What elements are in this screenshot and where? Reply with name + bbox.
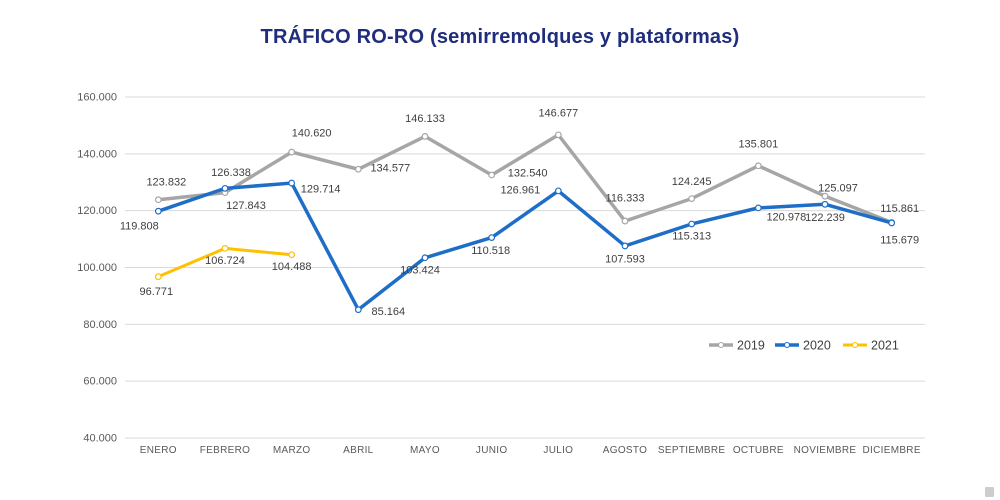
data-point-marker-2020 (621, 242, 629, 250)
data-label-2019: 132.540 (508, 168, 548, 180)
x-axis-tick-label: NOVIEMBRE (794, 445, 857, 456)
legend-marker-icon (717, 341, 725, 349)
y-axis-tick-label: 100.000 (77, 262, 117, 274)
series-line-2020 (156, 181, 894, 312)
data-label-2019: 125.097 (818, 183, 858, 195)
data-point-marker-2020 (421, 254, 429, 262)
data-point-marker-2021 (288, 251, 296, 259)
legend-label: 2020 (803, 339, 831, 353)
y-axis-tick-label: 80.000 (83, 319, 117, 331)
data-label-2019: 140.620 (292, 128, 332, 140)
resize-handle[interactable] (985, 487, 994, 497)
data-label-2019: 116.333 (606, 193, 645, 205)
data-label-2020: 107.593 (605, 253, 645, 265)
data-label-2019: 124.245 (672, 176, 712, 188)
x-axis-tick-label: JULIO (543, 445, 573, 456)
data-label-2020: 126.961 (500, 184, 540, 196)
data-point-marker-2020 (354, 306, 362, 314)
data-point-marker-2019 (754, 162, 762, 170)
data-label-2020: 127.843 (226, 200, 266, 212)
data-point-marker-2020 (888, 219, 896, 227)
data-label-2020: 115.679 (880, 234, 919, 246)
data-point-marker-2019 (688, 195, 696, 203)
data-label-2021: 106.724 (205, 255, 245, 267)
data-label-2020: 122.239 (805, 212, 845, 224)
y-axis-tick-label: 40.000 (83, 433, 117, 445)
y-axis-tick-label: 140.000 (77, 148, 117, 160)
x-axis-tick-label: FEBRERO (200, 445, 250, 456)
x-axis-tick-label: SEPTIEMBRE (658, 445, 725, 456)
data-label-2019: 126.338 (211, 167, 251, 179)
data-label-2020: 119.808 (120, 221, 159, 233)
data-point-marker-2021 (154, 273, 162, 281)
data-point-marker-2019 (554, 131, 562, 139)
data-point-marker-2020 (221, 184, 229, 192)
x-axis-tick-label: AGOSTO (603, 445, 647, 456)
data-label-2020: 103.424 (400, 264, 440, 276)
data-label-2020: 115.313 (672, 230, 711, 242)
legend-marker-icon (783, 341, 791, 349)
x-axis-tick-label: OCTUBRE (733, 445, 784, 456)
data-label-2019: 146.677 (538, 107, 578, 119)
y-axis-tick-label: 120.000 (77, 205, 117, 217)
legend-label: 2021 (871, 339, 899, 353)
data-label-2019: 134.577 (370, 163, 410, 175)
x-axis-tick-label: ABRIL (343, 445, 374, 456)
data-point-marker-2020 (554, 187, 562, 195)
data-point-marker-2019 (154, 196, 162, 204)
data-label-2020: 129.714 (301, 184, 341, 196)
y-axis-tick-label: 160.000 (77, 92, 117, 104)
data-label-2021: 104.488 (272, 261, 312, 273)
legend-marker-icon (851, 341, 859, 349)
legend-item-2021[interactable]: 2021 (843, 339, 899, 353)
x-axis-tick-label: JUNIO (476, 445, 508, 456)
data-point-marker-2019 (288, 148, 296, 156)
data-label-2021: 96.771 (140, 286, 174, 298)
series-line-2019 (156, 133, 894, 225)
data-point-marker-2019 (488, 171, 496, 179)
data-label-2020: 110.518 (471, 245, 510, 257)
legend-item-2019[interactable]: 2019 (709, 339, 765, 353)
data-point-marker-2019 (354, 165, 362, 173)
data-point-marker-2020 (821, 200, 829, 208)
x-axis-tick-label: ENERO (140, 445, 177, 456)
data-label-2020: 85.164 (372, 306, 406, 318)
data-label-2019: 135.801 (738, 138, 778, 150)
data-point-marker-2020 (754, 204, 762, 212)
data-label-2019: 123.832 (146, 176, 186, 188)
data-point-marker-2019 (421, 133, 429, 140)
data-point-marker-2020 (688, 220, 696, 228)
x-axis-tick-label: MARZO (273, 445, 311, 456)
data-point-marker-2019 (821, 192, 829, 200)
x-axis-tick-label: MAYO (410, 445, 440, 456)
data-point-marker-2021 (221, 244, 229, 252)
data-point-marker-2019 (621, 217, 629, 225)
chart-title: TRÁFICO RO-RO (semirremolques y platafor… (260, 26, 740, 48)
data-label-2019: 146.133 (405, 113, 445, 125)
data-point-marker-2020 (488, 234, 496, 242)
data-label-2020: 120.978 (766, 211, 806, 223)
data-point-marker-2020 (288, 179, 296, 187)
x-axis-tick-label: DICIEMBRE (863, 445, 921, 456)
data-label-2019: 115.861 (880, 203, 919, 215)
legend-label: 2019 (737, 339, 765, 353)
y-axis-tick-label: 60.000 (83, 376, 117, 388)
legend-item-2020[interactable]: 2020 (775, 339, 831, 353)
data-point-marker-2020 (154, 207, 162, 215)
